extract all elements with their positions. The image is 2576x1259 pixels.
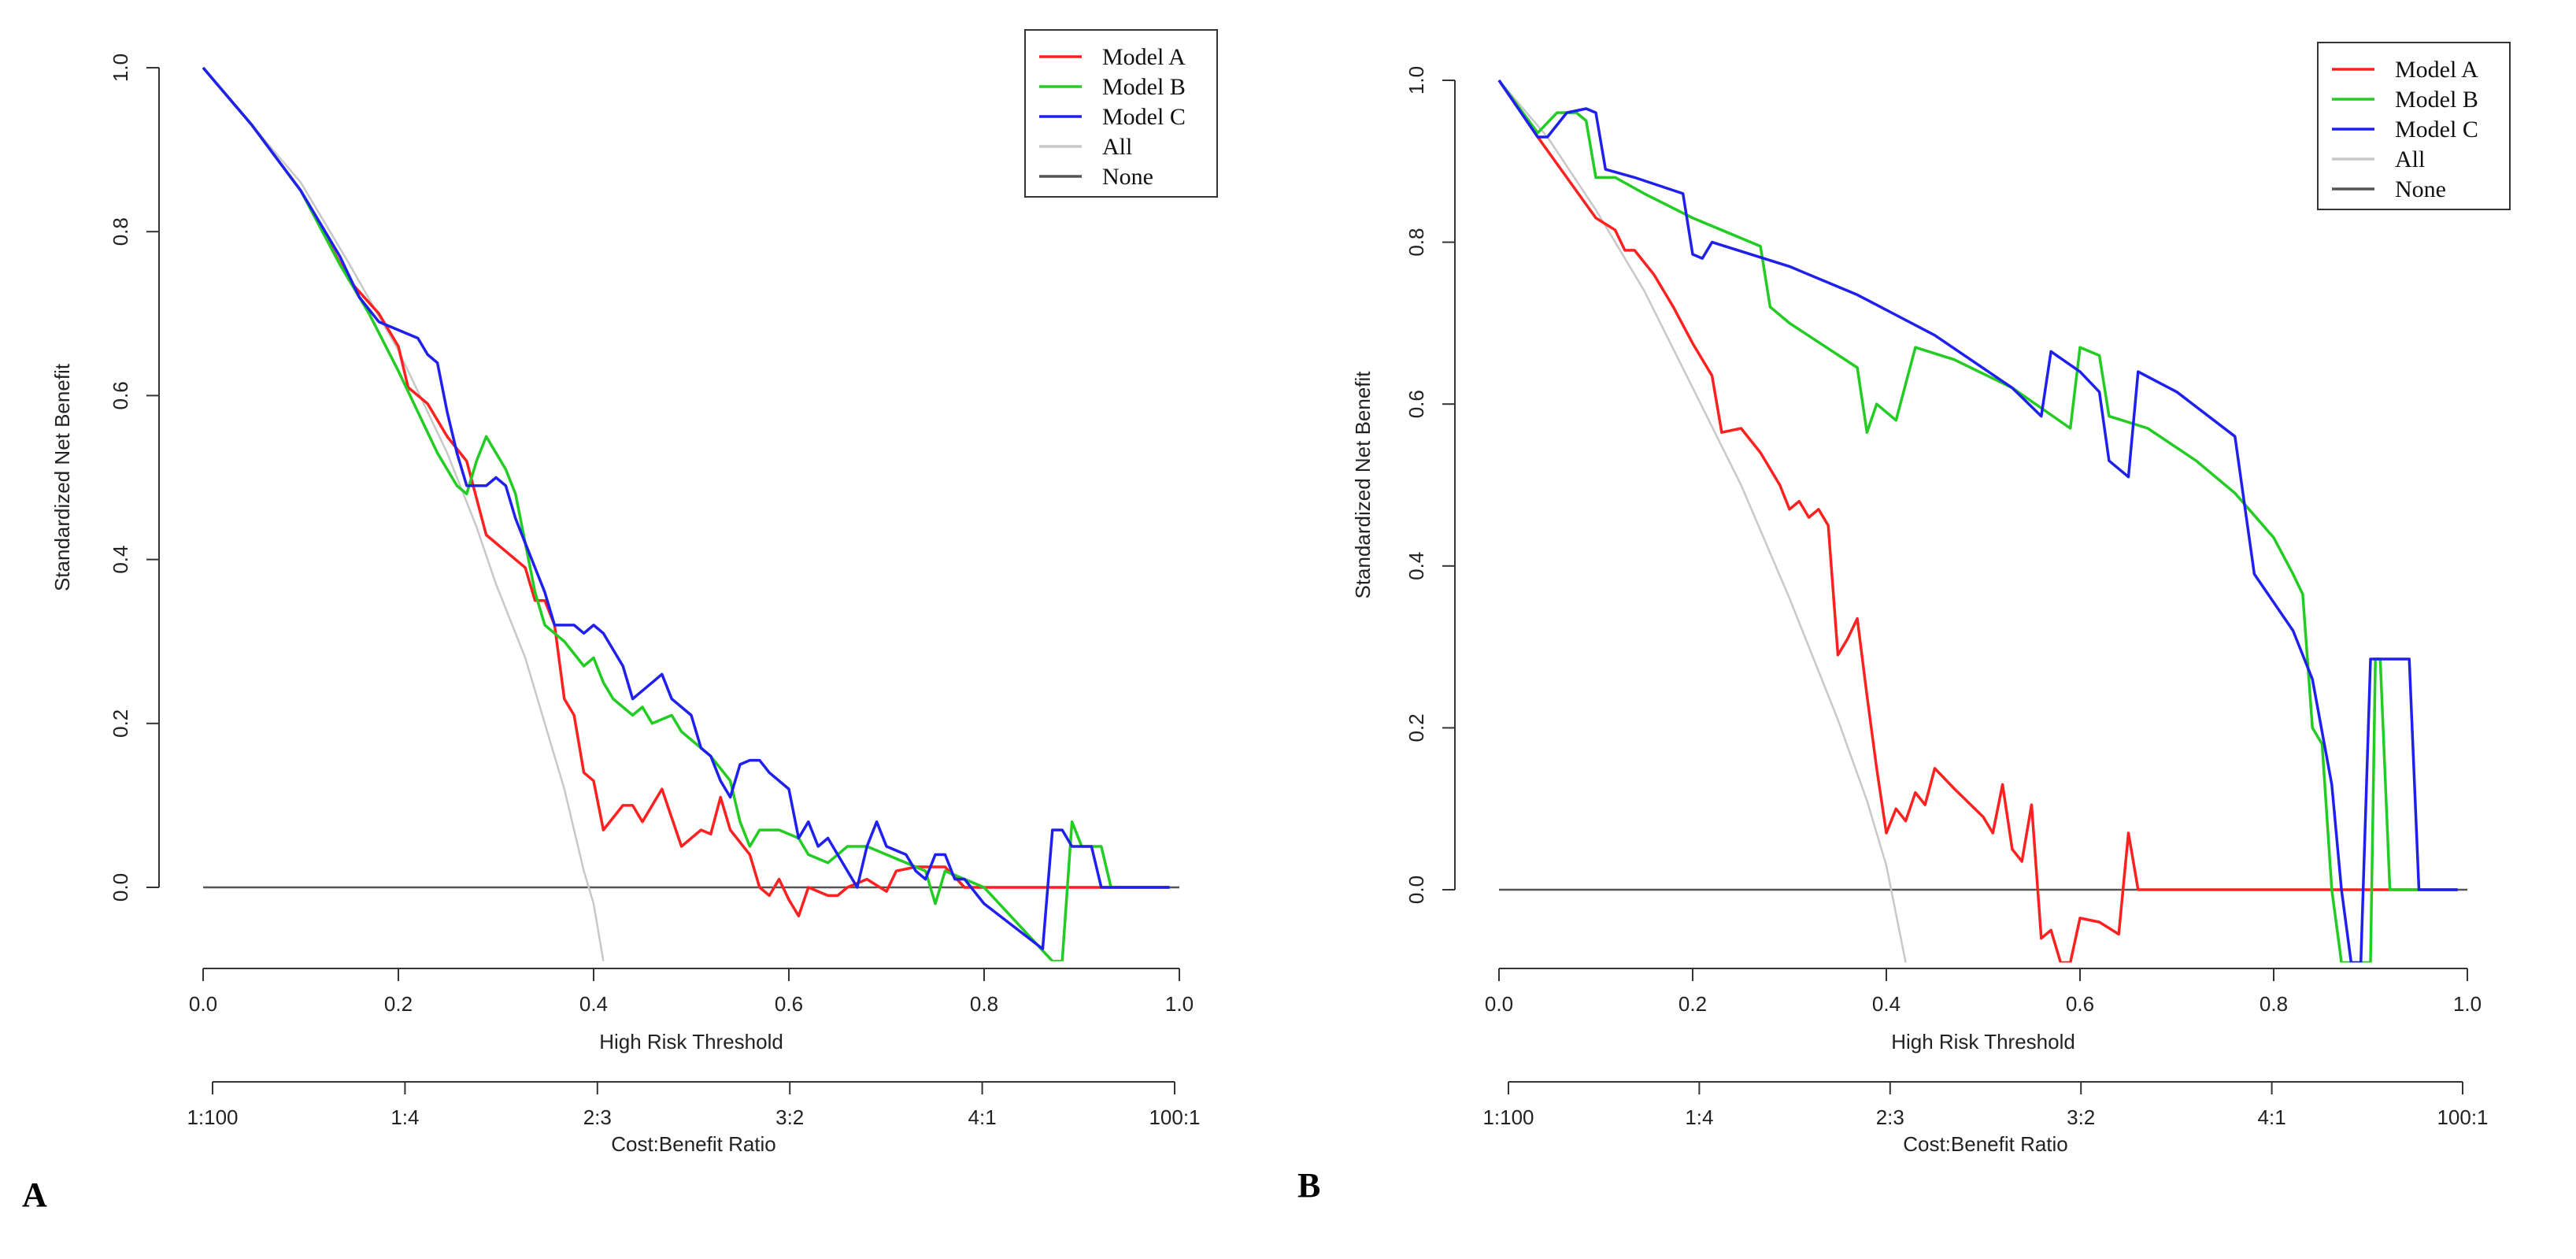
cost-benefit-tick-label: 1:4 [1685,1105,1713,1129]
legend-label-model-a: Model A [1102,44,1186,70]
cost-benefit-tick-label: 1:100 [187,1105,238,1129]
y-axis-label: Standardized Net Benefit [1351,371,1375,599]
x-tick-label: 0.6 [2066,992,2094,1016]
legend-label-model-a: Model A [2395,57,2478,83]
series-line-all [1498,80,1907,963]
panel-letter: A [22,1176,47,1214]
x-axis-label: High Risk Threshold [1891,1030,2075,1053]
cost-benefit-tick-label: 2:3 [1876,1105,1904,1129]
y-tick-label: 0.2 [1405,713,1428,742]
plot-area [202,66,1179,961]
cost-benefit-tick-label: 100:1 [1149,1105,1200,1129]
cost-benefit-tick-label: 2:3 [583,1105,612,1129]
series-line-model-a [202,66,1170,918]
y-tick-label: 0.8 [109,217,132,246]
y-tick-label: 0.2 [109,709,132,738]
cost-benefit-axis-label: Cost:Benefit Ratio [611,1132,776,1156]
y-axis-label: Standardized Net Benefit [50,363,74,591]
series-line-all [202,67,605,961]
y-tick-label: 0.6 [1405,390,1428,418]
legend: Model A Model B Model C All None [1024,29,1218,198]
panel-a: 0.0 0.2 0.4 0.6 0.8 1.0 Standardized Net Benef… [22,29,1218,1214]
series-line-model-b [202,66,1170,961]
cost-benefit-tick-label: 3:2 [775,1105,804,1129]
x-tick-label: 1.0 [1165,992,1194,1016]
y-tick-label: 0.0 [1405,876,1428,904]
legend-label-model-b: Model B [1102,74,1186,100]
legend: Model A Model B Model C All None [2317,42,2511,210]
x-tick-label: 1.0 [2453,992,2482,1016]
cost-benefit-tick-label: 4:1 [2258,1105,2286,1129]
y-tick-label: 1.0 [1405,66,1428,94]
x-axis-label: High Risk Threshold [599,1030,783,1053]
x-tick-label: 0.0 [1485,992,1513,1016]
y-tick-label: 0.4 [109,546,132,574]
cost-benefit-tick-label: 100:1 [2437,1105,2488,1129]
legend-label-none: None [2395,176,2446,202]
series-line-model-a [1497,80,2458,963]
y-tick-label: 0.8 [1405,228,1428,257]
x-tick-label: 0.8 [970,992,998,1016]
cost-benefit-tick-label: 1:100 [1482,1105,1534,1129]
x-tick-label: 0.0 [189,992,217,1016]
series-line-model-c [1497,80,2458,963]
y-tick-label: 0.4 [1405,552,1428,580]
x-tick-label: 0.4 [1872,992,1901,1016]
x-tick-label: 0.4 [579,992,608,1016]
legend-label-model-b: Model B [2395,87,2478,113]
y-tick-label: 1.0 [109,54,132,82]
plot-area [1497,79,2467,963]
cost-benefit-tick-label: 3:2 [2067,1105,2095,1129]
cost-benefit-tick-label: 1:4 [390,1105,419,1129]
panel-letter: B [1297,1166,1320,1205]
y-tick-label: 0.6 [109,381,132,409]
y-tick-label: 0.0 [109,873,132,902]
x-tick-label: 0.2 [384,992,413,1016]
legend-label-none: None [1102,164,1153,190]
x-tick-label: 0.8 [2260,992,2288,1016]
legend-label-model-c: Model C [2395,117,2478,143]
legend-label-all: All [1102,134,1132,160]
cost-benefit-tick-label: 4:1 [968,1105,997,1129]
legend-label-all: All [2395,146,2425,172]
cost-benefit-axis-label: Cost:Benefit Ratio [1903,1132,2068,1156]
legend-label-model-c: Model C [1102,104,1186,130]
x-tick-label: 0.6 [775,992,803,1016]
x-tick-label: 0.2 [1678,992,1707,1016]
series-line-model-c [202,66,1170,950]
panel-b: 0.0 0.2 0.4 0.6 0.8 1.0 Standardized Net Benef… [1297,42,2511,1205]
